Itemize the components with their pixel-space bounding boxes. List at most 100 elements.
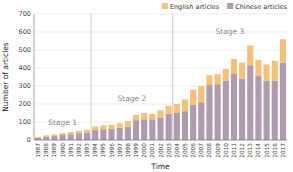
bar-segment xyxy=(157,118,163,141)
bar-segment xyxy=(60,135,66,140)
bar-segment xyxy=(92,127,98,131)
y-tick-label: 300 xyxy=(19,82,31,90)
legend-label: English articles xyxy=(170,3,220,11)
x-tick-label: 1991 xyxy=(68,143,74,158)
bar-segment xyxy=(166,106,172,114)
bar-segment xyxy=(198,102,204,140)
bar-segment xyxy=(264,81,270,140)
bar-segment xyxy=(272,81,278,140)
bar-segment xyxy=(174,113,180,140)
x-tick-label: 1990 xyxy=(60,143,66,158)
x-tick-label: 2003 xyxy=(166,143,172,158)
x-tick-label: 2011 xyxy=(231,143,237,158)
x-tick-label: 2014 xyxy=(255,143,261,158)
bar-segment xyxy=(76,131,82,133)
bar-segment xyxy=(182,100,188,112)
x-tick-label: 2017 xyxy=(280,143,286,158)
x-tick-label: 2005 xyxy=(182,143,188,158)
bar-segment xyxy=(92,130,98,140)
x-tick-label: 2010 xyxy=(223,143,229,158)
y-axis xyxy=(34,14,35,140)
bar-segment xyxy=(117,123,123,128)
x-tick-label: 1994 xyxy=(92,143,98,158)
bar-segment xyxy=(239,63,245,79)
stage-label: Stage 2 xyxy=(118,94,147,103)
stage-divider xyxy=(172,14,173,140)
bar-segment xyxy=(255,60,261,76)
legend-swatch xyxy=(227,3,233,9)
stage-label: Stage 3 xyxy=(215,27,244,36)
bar-segment xyxy=(149,119,155,140)
bar-segment xyxy=(215,74,221,84)
bar-segment xyxy=(157,110,163,117)
bar-segment xyxy=(51,136,57,140)
x-tick-label: 2007 xyxy=(198,143,204,158)
x-tick-label: 2001 xyxy=(149,143,155,158)
y-tick-label: 0 xyxy=(27,136,31,144)
y-tick-label: 400 xyxy=(19,64,31,72)
x-tick-label: 2015 xyxy=(264,143,270,158)
bar-segment xyxy=(68,132,74,134)
x-tick-label: 2016 xyxy=(272,143,278,158)
bar-segment xyxy=(206,85,212,140)
bar-segment xyxy=(76,133,82,140)
bar-segment xyxy=(60,133,66,135)
grid-line xyxy=(34,14,287,15)
bar-segment xyxy=(35,138,41,140)
x-tick-label: 1993 xyxy=(84,143,90,158)
legend: English articles Chinese articles xyxy=(162,3,288,11)
bar-segment xyxy=(51,135,57,136)
bar-segment xyxy=(117,128,123,140)
bar-segment xyxy=(255,76,261,140)
legend-swatch xyxy=(162,3,168,9)
bar-segment xyxy=(223,81,229,140)
stage-label: Stage 1 xyxy=(48,118,77,127)
bar-segment xyxy=(141,113,147,119)
y-tick-label: 700 xyxy=(19,10,31,18)
bar-segment xyxy=(133,120,139,140)
bar-segment xyxy=(125,121,131,126)
y-tick-label: 500 xyxy=(19,46,31,54)
x-tick-label: 2008 xyxy=(206,143,212,158)
x-tick-label: 1992 xyxy=(76,143,82,158)
bar-segment xyxy=(166,114,172,140)
y-tick-label: 200 xyxy=(19,100,31,108)
y-axis-label: Number of articles xyxy=(1,42,10,112)
bar-segment xyxy=(84,130,90,133)
bar-segment xyxy=(247,65,253,140)
bar-segment xyxy=(149,114,155,119)
x-tick-label: 2012 xyxy=(239,143,245,158)
bar-segment xyxy=(100,125,106,129)
x-axis-label: Time xyxy=(150,162,170,171)
bar-segment xyxy=(247,46,253,66)
bar-segment xyxy=(108,125,114,129)
legend-label: Chinese articles xyxy=(235,3,287,11)
stage-divider xyxy=(91,14,92,140)
x-tick-label: 2013 xyxy=(247,143,253,158)
x-tick-label: 2000 xyxy=(141,143,147,158)
x-tick-label: 1987 xyxy=(35,143,41,158)
bar-segment xyxy=(190,105,196,140)
x-tick-label: 1998 xyxy=(125,143,131,158)
bars xyxy=(35,39,286,140)
grid-line xyxy=(34,32,287,33)
y-tick-label: 600 xyxy=(19,28,31,36)
bar-segment xyxy=(43,135,49,136)
bar-segment xyxy=(133,115,139,120)
bar-segment xyxy=(108,129,114,140)
bar-segment xyxy=(272,61,278,81)
y-tick-label: 100 xyxy=(19,118,31,126)
bar-segment xyxy=(141,119,147,140)
x-tick-label: 1988 xyxy=(43,143,49,158)
x-tick-label: 2004 xyxy=(174,143,180,158)
bar-segment xyxy=(223,69,229,81)
bar-segment xyxy=(68,134,74,140)
bar-segment xyxy=(174,104,180,113)
x-tick-label: 1997 xyxy=(117,143,123,158)
bar-segment xyxy=(280,39,286,62)
x-tick-label: 2009 xyxy=(215,143,221,158)
bar-segment xyxy=(190,90,196,105)
bar-segment xyxy=(280,63,286,140)
bar-segment xyxy=(84,132,90,140)
bar-segment xyxy=(264,64,270,80)
